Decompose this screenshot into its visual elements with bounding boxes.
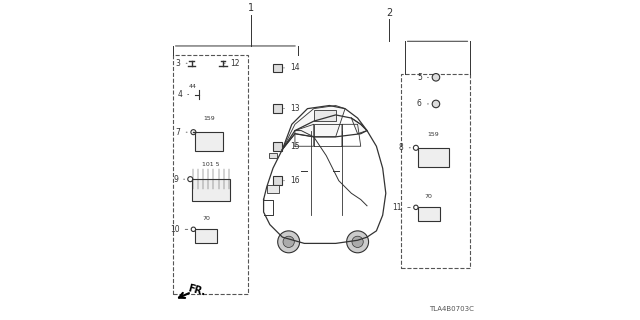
Text: 15: 15 <box>284 142 300 151</box>
Bar <box>418 148 449 167</box>
Bar <box>273 63 282 72</box>
Text: 2: 2 <box>386 8 392 18</box>
Circle shape <box>283 236 294 247</box>
Circle shape <box>352 236 364 247</box>
Text: 16: 16 <box>284 176 300 185</box>
Bar <box>267 185 279 193</box>
Text: 7: 7 <box>175 128 187 137</box>
Bar <box>195 132 223 151</box>
Text: 13: 13 <box>284 104 300 113</box>
Bar <box>314 110 335 121</box>
Text: 70: 70 <box>202 216 210 221</box>
Text: 11: 11 <box>392 203 410 212</box>
Circle shape <box>347 231 369 253</box>
Bar <box>273 142 282 151</box>
Text: 9: 9 <box>173 175 185 184</box>
Text: 159: 159 <box>204 116 215 121</box>
Text: 101 5: 101 5 <box>202 162 220 167</box>
Circle shape <box>278 231 300 253</box>
Text: 159: 159 <box>428 132 439 137</box>
Text: 10: 10 <box>170 225 188 234</box>
Text: 4: 4 <box>177 90 189 99</box>
Text: 70: 70 <box>425 194 433 199</box>
Text: 6: 6 <box>417 100 428 108</box>
Text: 8: 8 <box>399 143 410 152</box>
Bar <box>173 55 248 293</box>
Text: 14: 14 <box>284 63 300 72</box>
Text: 5: 5 <box>417 73 428 82</box>
Bar <box>192 179 230 201</box>
Bar <box>269 153 276 158</box>
Bar <box>273 176 282 185</box>
Text: 12: 12 <box>225 59 240 68</box>
Bar <box>195 229 217 244</box>
Text: TLA4B0703C: TLA4B0703C <box>429 306 474 312</box>
Circle shape <box>432 100 440 108</box>
Polygon shape <box>282 106 345 149</box>
Text: 3: 3 <box>175 59 187 68</box>
Text: FR.: FR. <box>187 283 207 297</box>
Bar <box>401 74 470 268</box>
Polygon shape <box>351 118 367 134</box>
Circle shape <box>432 74 440 81</box>
Bar <box>273 104 282 113</box>
Text: 44: 44 <box>189 84 197 89</box>
Bar <box>418 207 440 221</box>
Text: 1: 1 <box>248 3 254 13</box>
